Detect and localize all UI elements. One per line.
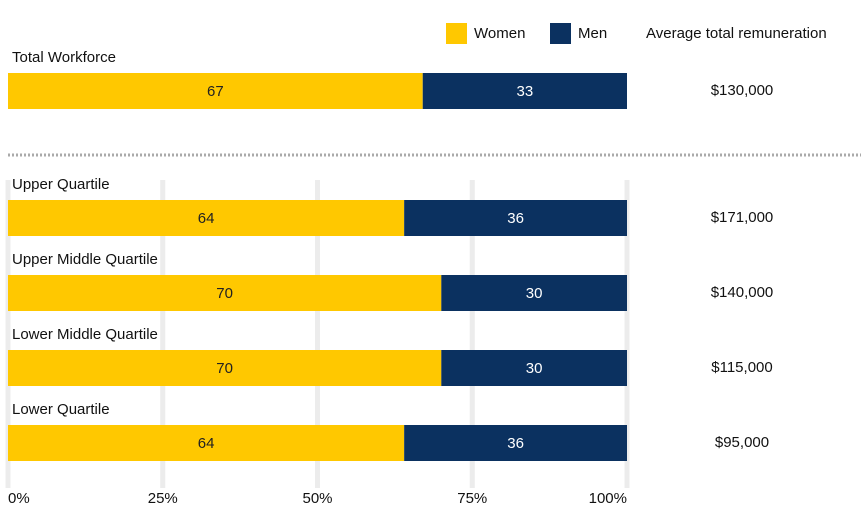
category-label: Total Workforce <box>12 49 116 66</box>
remuneration-header: Average total remuneration <box>646 25 827 42</box>
data-label: 67 <box>207 83 224 100</box>
remuneration-value: $130,000 <box>711 82 774 99</box>
data-label: 30 <box>526 285 543 302</box>
legend-swatch <box>446 23 467 44</box>
x-tick-label: 100% <box>589 490 627 507</box>
x-tick-label: 0% <box>8 490 30 507</box>
data-label: 64 <box>198 210 215 227</box>
data-label: 36 <box>507 210 524 227</box>
data-label: 70 <box>216 360 233 377</box>
remuneration-value: $115,000 <box>711 359 772 376</box>
data-label: 33 <box>517 83 534 100</box>
bar-segment <box>8 200 405 236</box>
bar-segment <box>8 73 423 109</box>
data-label: 70 <box>216 285 233 302</box>
bar-segment <box>404 425 627 461</box>
legend-swatch <box>550 23 571 44</box>
x-tick-label: 75% <box>457 490 487 507</box>
category-label: Upper Middle Quartile <box>12 251 158 268</box>
x-tick-label: 50% <box>302 490 332 507</box>
legend-label: Men <box>578 25 607 42</box>
data-label: 36 <box>507 435 524 452</box>
remuneration-value: $171,000 <box>711 209 774 226</box>
category-label: Lower Middle Quartile <box>12 326 158 343</box>
data-label: 64 <box>198 435 215 452</box>
bar-segment <box>404 200 627 236</box>
remuneration-value: $140,000 <box>711 284 774 301</box>
data-label: 30 <box>526 360 543 377</box>
legend-label: Women <box>474 25 525 42</box>
bar-segment <box>441 275 627 311</box>
remuneration-value: $95,000 <box>715 434 769 451</box>
category-label: Upper Quartile <box>12 176 110 193</box>
bar-segment <box>8 350 442 386</box>
category-label: Lower Quartile <box>12 401 110 418</box>
x-tick-label: 25% <box>148 490 178 507</box>
bar-segment <box>8 275 442 311</box>
bar-segment <box>422 73 627 109</box>
bar-segment <box>8 425 405 461</box>
bar-segment <box>441 350 627 386</box>
